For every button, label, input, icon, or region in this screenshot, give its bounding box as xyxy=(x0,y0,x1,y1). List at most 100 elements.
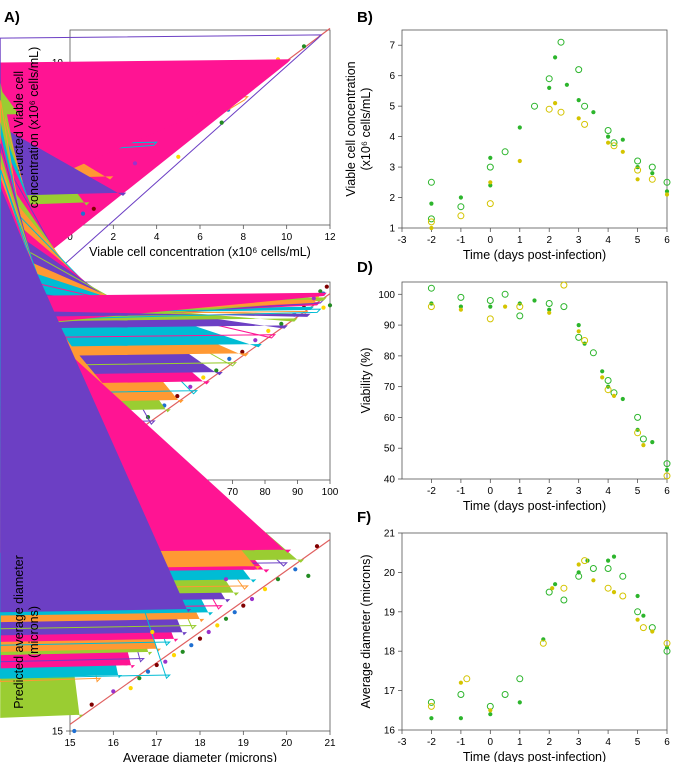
data-point xyxy=(311,296,316,301)
data-point xyxy=(604,584,612,592)
data-point xyxy=(575,66,583,74)
data-point xyxy=(620,137,625,142)
y-tick-label: 6 xyxy=(389,71,395,82)
x-axis-title: Time (days post-infection) xyxy=(463,499,606,513)
data-point xyxy=(503,304,508,309)
data-point xyxy=(171,653,177,658)
plot-frame xyxy=(401,29,668,229)
data-point xyxy=(318,289,323,294)
y-tick-label: 70 xyxy=(384,382,396,393)
data-point xyxy=(486,315,494,323)
x-tick-label: 4 xyxy=(605,486,611,497)
data-point xyxy=(581,337,589,344)
y-tick-label: 100 xyxy=(378,290,395,301)
data-point xyxy=(189,643,194,648)
x-tick-label: 100 xyxy=(322,487,339,498)
plot-frame xyxy=(401,532,668,731)
x-axis-title: Time (days post-infection) xyxy=(463,750,606,762)
data-point xyxy=(664,192,670,197)
data-point xyxy=(241,603,246,608)
x-tick-label: -1 xyxy=(456,235,465,246)
data-point xyxy=(223,616,229,621)
chart-b: -3 -2 -1 0 1 2 3 4 5 6 1 2 3 4 5 6 7 Time (days post-infe… xyxy=(344,29,671,262)
x-tick-label: 17 xyxy=(151,738,163,749)
plot-frame xyxy=(401,281,668,480)
data-point xyxy=(0,292,327,327)
panel-label-f: F) xyxy=(357,509,371,526)
data-point xyxy=(545,588,553,596)
x-tick-label: 5 xyxy=(635,486,641,497)
x-axis-title: Average diameter (microns) xyxy=(123,751,277,762)
data-point xyxy=(249,596,255,602)
x-tick-label: 4 xyxy=(154,232,160,243)
data-point xyxy=(517,125,522,130)
y-tick-label: 4 xyxy=(389,132,395,143)
data-point xyxy=(591,578,596,583)
x-tick-label: 2 xyxy=(111,232,117,243)
data-point xyxy=(458,680,463,685)
y-tick-label: 18 xyxy=(384,647,396,658)
x-tick-label: 4 xyxy=(605,235,611,246)
data-point xyxy=(145,669,151,674)
data-point xyxy=(576,562,581,567)
x-axis-title: Time (days post-infection) xyxy=(463,248,606,262)
x-tick-label: 3 xyxy=(576,235,582,246)
x-tick-label: 12 xyxy=(324,232,336,243)
x-tick-label: -2 xyxy=(427,486,436,497)
data-point xyxy=(581,102,589,110)
data-point xyxy=(575,333,583,341)
x-tick-label: 10 xyxy=(281,232,293,243)
data-point xyxy=(611,393,617,398)
data-point xyxy=(427,284,435,292)
x-tick-label: -2 xyxy=(427,235,436,246)
data-point xyxy=(634,166,642,174)
y-tick-label: 20 xyxy=(384,568,396,579)
data-point xyxy=(0,100,102,683)
data-point xyxy=(648,163,656,171)
data-point xyxy=(154,662,159,668)
data-point xyxy=(610,139,618,147)
data-point xyxy=(215,623,220,628)
data-point xyxy=(648,175,656,183)
data-point xyxy=(641,613,646,618)
y-axis-title: Viable cell concentration xyxy=(344,61,358,196)
data-point xyxy=(619,572,627,580)
x-tick-label: 0 xyxy=(488,486,494,497)
data-point xyxy=(557,38,565,46)
data-point xyxy=(635,617,640,622)
x-tick-label: 5 xyxy=(635,235,641,246)
data-point xyxy=(324,284,329,289)
data-point xyxy=(501,691,509,698)
x-tick-label: 6 xyxy=(664,235,670,246)
x-tick-label: 90 xyxy=(292,487,304,498)
data-point xyxy=(266,328,271,333)
data-point xyxy=(293,567,298,572)
x-tick-label: 18 xyxy=(194,738,206,749)
data-point xyxy=(0,126,127,196)
data-point xyxy=(457,293,465,301)
data-point xyxy=(463,675,471,683)
x-tick-label: 4 xyxy=(605,737,611,748)
data-point xyxy=(488,708,493,713)
data-point xyxy=(501,148,509,156)
data-point xyxy=(150,629,155,635)
x-tick-label: 15 xyxy=(64,738,76,749)
y-axis-title: Average diameter (microns) xyxy=(359,555,373,709)
data-point xyxy=(639,624,647,632)
data-point xyxy=(0,310,311,317)
x-tick-label: 2 xyxy=(546,486,552,497)
data-point xyxy=(634,157,642,165)
x-tick-label: 2 xyxy=(546,235,552,246)
data-point xyxy=(89,702,94,707)
x-tick-label: 2 xyxy=(546,737,552,748)
data-point xyxy=(488,180,493,185)
data-point xyxy=(591,110,596,115)
y-axis-title: (x10⁶ cells/mL) xyxy=(359,88,373,171)
data-point xyxy=(427,698,435,706)
data-point xyxy=(517,700,522,705)
x-tick-label: -3 xyxy=(398,737,407,748)
data-point xyxy=(553,582,558,587)
data-point xyxy=(532,298,537,303)
data-point xyxy=(458,716,463,721)
